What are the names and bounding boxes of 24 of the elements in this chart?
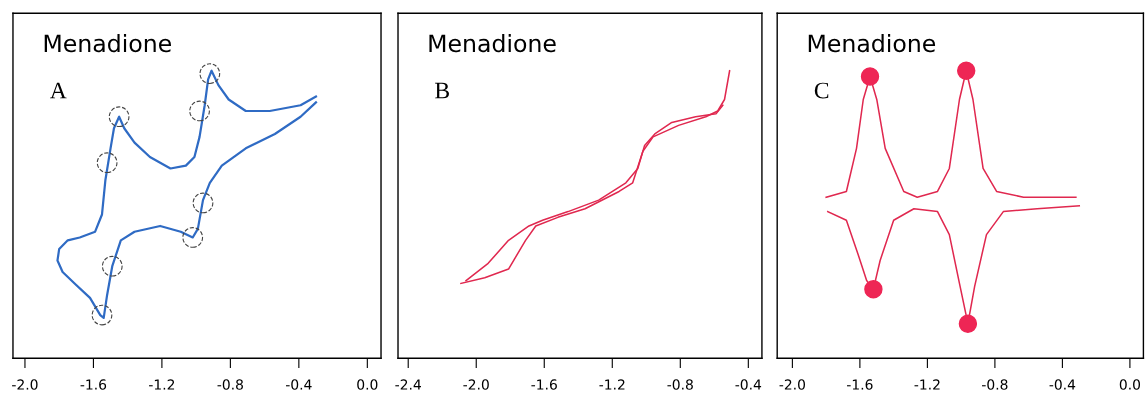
x-tick-label: -2.0 xyxy=(463,379,489,390)
chart-title: Menadione xyxy=(44,33,171,53)
x-tick-label: -1.2 xyxy=(914,379,940,390)
annotation: C xyxy=(814,82,829,99)
x-tick-label: -2.0 xyxy=(779,379,806,390)
x-tick-label: 0.0 xyxy=(1119,379,1141,390)
x-tick-label: -1.6 xyxy=(80,379,107,390)
x-tick-label: -0.4 xyxy=(285,379,312,390)
annotation: A xyxy=(50,82,67,99)
x-tick-label: -1.2 xyxy=(149,379,175,390)
x-tick-label: -1.6 xyxy=(847,379,873,390)
x-tick-label: -1.6 xyxy=(531,379,557,390)
chart-title: Menadione xyxy=(808,33,936,53)
annotation: B xyxy=(435,82,449,99)
x-tick-label: -0.8 xyxy=(217,379,243,390)
x-tick-label: -0.8 xyxy=(982,379,1008,390)
x-tick-label: 0.0 xyxy=(357,379,378,390)
x-tick-label: -0.4 xyxy=(735,379,762,390)
x-tick-label: -2.0 xyxy=(12,379,38,390)
chart-title: Menadione xyxy=(429,33,556,53)
x-tick-label: -0.8 xyxy=(667,379,693,390)
x-tick-label: -0.4 xyxy=(1049,379,1076,390)
x-tick-label: -1.2 xyxy=(599,379,625,390)
x-tick-label: -2.4 xyxy=(395,379,421,390)
